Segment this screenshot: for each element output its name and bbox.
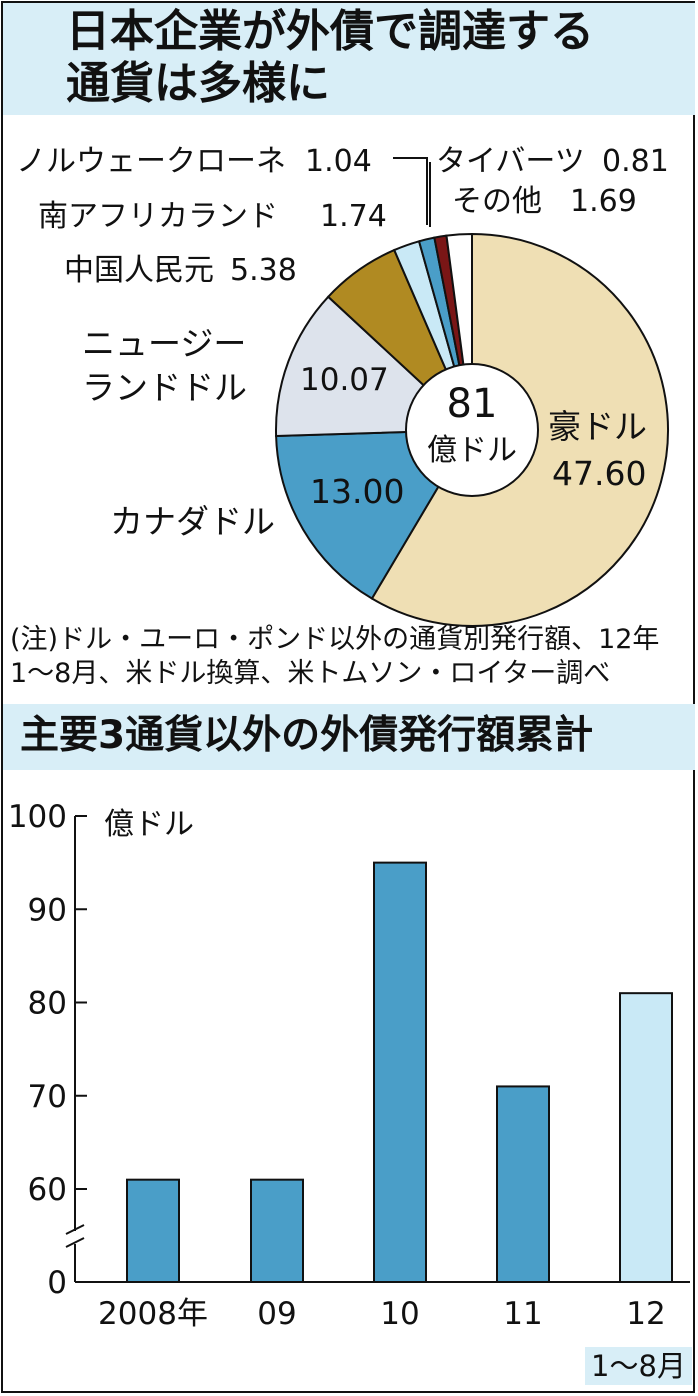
x-tick-label-3: 11 [503, 1296, 542, 1332]
slice-value-aud: 47.60 [552, 454, 646, 493]
x-tick-label-0: 2008年 [98, 1296, 208, 1332]
axis-break-mark-lower [65, 1237, 85, 1248]
pie-center-hole [405, 363, 539, 497]
pie-title-band [3, 3, 695, 115]
y-tick-label-100: 100 [8, 799, 67, 835]
bar-chart: 0 60 70 80 90 100 2008年 09 10 11 12 億ドル [8, 799, 690, 1332]
y-tick-label-90: 90 [28, 892, 67, 928]
axis-break-mark-upper [65, 1224, 85, 1235]
y-tick-label-0: 0 [47, 1265, 67, 1301]
x-tick-label-4: 12 [626, 1296, 665, 1332]
slice-label-cny: 中国人民元 [64, 253, 214, 288]
pie-center-unit: 億ドル [427, 433, 517, 468]
bar-0 [126, 1178, 180, 1283]
pie-note-line1: (注)ドル・ユーロ・ポンド以外の通貨別発行額、12年 [10, 624, 660, 655]
slice-value-thb: 0.81 [602, 144, 669, 179]
y-tick-label-80: 80 [28, 986, 67, 1022]
slice-value-cny: 5.38 [230, 253, 297, 288]
x-tick-label-1: 09 [257, 1296, 296, 1332]
slice-value-zar: 1.74 [320, 199, 387, 234]
pie-title-line1: 日本企業が外債で調達する [66, 6, 594, 57]
slice-label-nzd-line2: ランドドル [82, 368, 247, 407]
slice-label-aud: 豪ドル [548, 407, 647, 446]
bar-1 [250, 1178, 304, 1283]
bar-title-band [3, 704, 695, 770]
bar-title: 主要3通貨以外の外債発行額累計 [20, 713, 594, 758]
bar-2 [373, 861, 427, 1283]
bar-3 [496, 1085, 550, 1283]
slice-value-cad: 13.00 [310, 472, 404, 511]
slice-label-zar: 南アフリカランド [38, 199, 278, 234]
y-tick-label-60: 60 [28, 1172, 67, 1208]
pie-chart: 81 億ドル 豪ドル 47.60 カナダドル 13.00 ニュージー ランドドル… [16, 144, 669, 627]
pie-title-line2: 通貨は多様に [66, 58, 330, 109]
slice-label-thb: タイバーツ [436, 144, 585, 179]
pie-note-line2: 1～8月、米ドル換算、米トムソン・ロイター調べ [10, 658, 611, 689]
slice-label-nzd-line1: ニュージー [82, 324, 246, 363]
slice-value-nzd: 10.07 [300, 362, 389, 398]
slice-value-nok: 1.04 [305, 144, 372, 179]
y-tick-label-70: 70 [28, 1079, 67, 1115]
leader-nok [393, 157, 428, 225]
slice-value-other: 1.69 [570, 184, 637, 219]
slice-label-cad: カナダドル [110, 502, 275, 541]
slice-label-other: その他 [452, 184, 542, 219]
bar-4 [619, 992, 673, 1284]
slice-label-nok: ノルウェークローネ [16, 144, 286, 179]
pie-center-value: 81 [447, 381, 498, 427]
x-tick-label-2: 10 [380, 1296, 419, 1332]
x-category-sub-12: 1～8月 [585, 1347, 692, 1385]
y-axis-unit: 億ドル [104, 807, 194, 842]
